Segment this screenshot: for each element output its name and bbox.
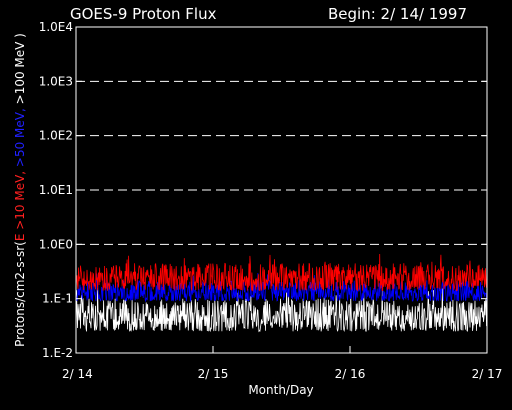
y-axis-label-part: >50 MeV, (13, 104, 27, 167)
y-axis-label-part: >100 MeV ) (13, 33, 27, 104)
y-tick-label: 1.E-2 (42, 346, 73, 360)
series-line (75, 288, 488, 333)
chart-title: GOES-9 Proton Flux (70, 5, 217, 23)
begin-date-label: Begin: 2/ 14/ 1997 (328, 5, 467, 23)
y-tick-label: 1.0E3 (39, 74, 73, 88)
y-axis-label-part: E >10 MeV, (13, 167, 27, 241)
x-tick-label: 2/ 17 (472, 367, 503, 381)
y-tick-label: 1.0E4 (39, 20, 73, 34)
y-axis-label: Protons/cm2-s-sr(E >10 MeV, >50 MeV, >10… (13, 33, 27, 347)
y-axis-label-part: Protons/cm2-s-sr( (13, 241, 27, 347)
x-tick-label: 2/ 15 (198, 367, 229, 381)
x-axis-label: Month/Day (248, 383, 313, 397)
x-tick-label: 2/ 14 (62, 367, 93, 381)
y-tick-label: 1.0E2 (39, 129, 73, 143)
series-line (75, 253, 488, 292)
y-tick-label: 1.E-1 (42, 292, 73, 306)
series-line (75, 272, 488, 303)
y-tick-label: 1.0E0 (39, 237, 73, 251)
y-tick-label: 1.0E1 (39, 183, 73, 197)
x-tick-label: 2/ 16 (335, 367, 366, 381)
